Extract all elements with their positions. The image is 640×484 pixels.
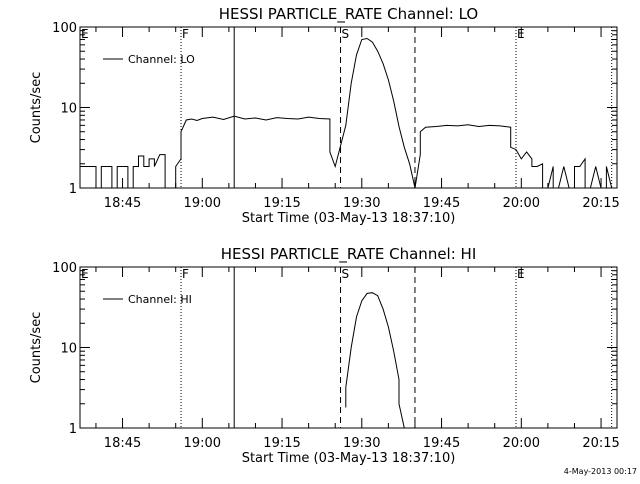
x-tick-label: 19:15	[263, 436, 300, 451]
x-axis-label: Start Time (03-May-13 18:37:10)	[242, 451, 456, 466]
legend-label: Channel: LO	[128, 53, 195, 66]
x-tick-label: 19:30	[343, 196, 380, 211]
x-tick-label: 19:30	[343, 436, 380, 451]
chart-title: HESSI PARTICLE_RATE Channel: HI	[221, 245, 477, 264]
x-tick-label: 20:15	[582, 436, 619, 451]
plot-frame	[79, 266, 618, 429]
legend-label: Channel: HI	[128, 293, 192, 306]
x-tick-label: 20:15	[582, 196, 619, 211]
x-tick-label: 20:00	[503, 436, 540, 451]
x-tick-label: 19:45	[423, 196, 460, 211]
chart-title: HESSI PARTICLE_RATE Channel: LO	[219, 5, 478, 24]
event-marker-label: E	[517, 27, 525, 41]
event-marker-label: E	[517, 267, 525, 281]
y-tick-label: 10	[60, 102, 77, 117]
event-marker-label: E	[81, 27, 89, 41]
y-tick-label: 100	[52, 261, 77, 276]
x-tick-label: 18:45	[104, 436, 141, 451]
event-marker-label: S	[342, 27, 350, 41]
y-tick-label: 10	[60, 342, 77, 357]
y-axis-label: Counts/sec	[29, 72, 44, 144]
y-axis-label: Counts/sec	[29, 312, 44, 384]
x-tick-label: 19:00	[184, 196, 221, 211]
x-tick-label: 19:15	[263, 196, 300, 211]
series-line-channel-lo	[80, 37, 613, 189]
event-marker-label: E	[81, 267, 89, 281]
event-marker-label: F	[182, 267, 189, 281]
x-tick-label: 20:00	[503, 196, 540, 211]
y-tick-label: 100	[52, 21, 77, 36]
event-marker-label: S	[342, 267, 350, 281]
y-tick-label: 1	[69, 422, 77, 437]
x-tick-label: 19:00	[184, 436, 221, 451]
x-tick-label: 18:45	[104, 196, 141, 211]
x-tick-label: 19:45	[423, 436, 460, 451]
x-axis-label: Start Time (03-May-13 18:37:10)	[242, 211, 456, 226]
event-marker-label: F	[182, 27, 189, 41]
y-tick-label: 1	[69, 182, 77, 197]
series-line-channel-hi	[345, 292, 405, 429]
footer-date: 4-May-2013 00:17	[564, 467, 637, 476]
